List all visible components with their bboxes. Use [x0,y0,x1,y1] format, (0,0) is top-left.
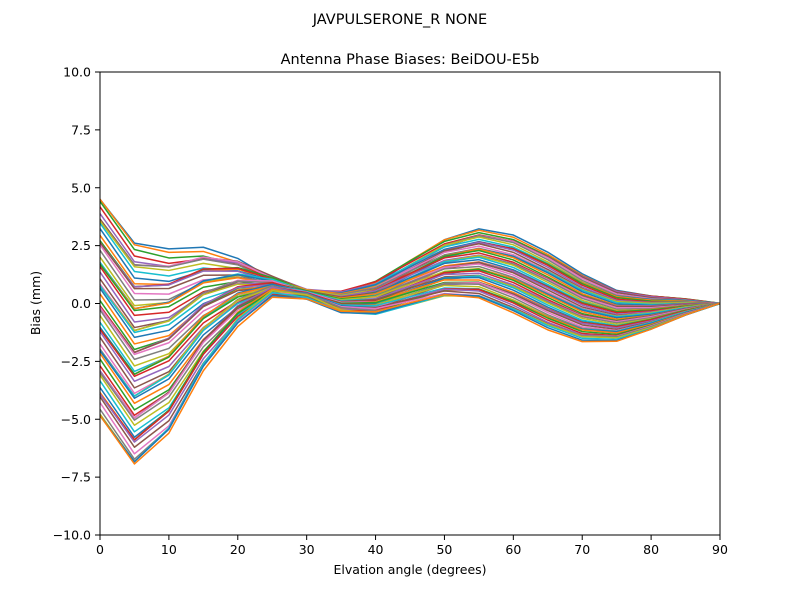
x-tick-label: 10 [161,542,177,557]
series-line [99,293,721,465]
x-tick-label: 70 [574,542,590,557]
y-tick-label: −10.0 [53,528,91,543]
y-tick-label: −5.0 [61,412,91,427]
y-tick-label: 10.0 [63,65,91,80]
x-tick-label: 80 [643,542,659,557]
axes-layer: 0 10 20 30 40 50 60 70 80 90 −10.0 −7.5 −5.0 −2.5 0.0 2… [53,65,728,558]
x-tick-label: 20 [230,542,246,557]
y-axis-label: Bias (mm) [28,271,43,335]
y-tick-label: −7.5 [61,470,91,485]
x-tick-label: 30 [299,542,315,557]
x-tick-label: 0 [96,542,104,557]
x-axis-label: Elvation angle (degrees) [333,562,486,577]
figure-suptitle: JAVPULSERONE_R NONE [312,12,487,28]
y-tick-label: −2.5 [61,354,91,369]
x-tick-label: 90 [712,542,728,557]
x-tick-label: 60 [505,542,521,557]
y-tick-label: 2.5 [71,238,91,253]
y-tick-label: 7.5 [71,122,91,137]
chart-title: Antenna Phase Biases: BeiDOU-E5b [281,52,540,68]
x-tick-label: 50 [436,542,452,557]
y-tick-label: 0.0 [71,296,91,311]
x-tick-label: 40 [368,542,384,557]
series-line [99,291,721,463]
series-layer [99,72,721,535]
y-tick-label: 5.0 [71,180,91,195]
